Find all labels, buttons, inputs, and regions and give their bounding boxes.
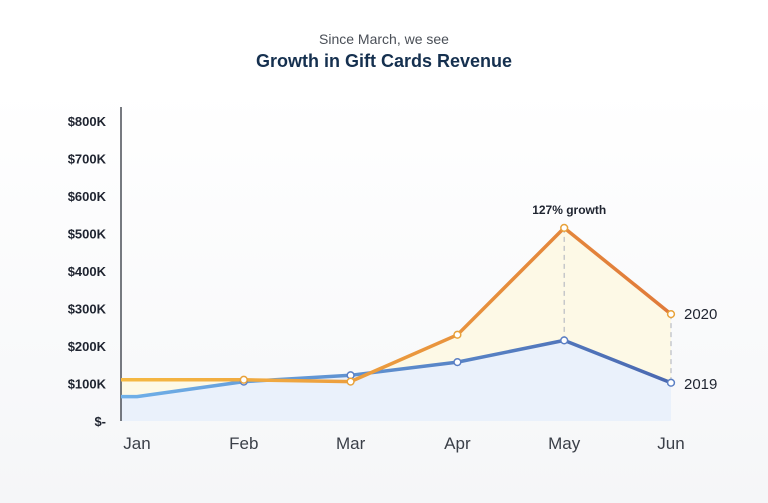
series-label-2020: 2020 (684, 306, 717, 323)
area-2019 (121, 340, 671, 421)
chart-title: Growth in Gift Cards Revenue (255, 51, 513, 71)
y-tick-label: $300K (68, 302, 107, 317)
y-tick-label: $- (94, 414, 106, 429)
series-label-2019: 2019 (684, 376, 717, 393)
x-tick-label: Apr (444, 434, 471, 453)
x-tick-label: Jun (657, 434, 684, 453)
point-2020 (666, 309, 676, 319)
x-tick-label: Feb (229, 434, 258, 453)
x-tick-label: May (548, 434, 581, 453)
x-tick-label: Jan (123, 434, 150, 453)
point-2019 (560, 336, 569, 345)
chart-subtitle: Since March, we see (319, 31, 449, 47)
point-2020 (239, 375, 248, 384)
point-2020 (453, 330, 462, 339)
y-tick-label: $700K (68, 152, 107, 167)
y-tick-label: $100K (68, 377, 107, 392)
y-tick-label: $200K (68, 339, 107, 354)
x-tick-label: Mar (336, 434, 366, 453)
point-2019 (666, 378, 676, 387)
growth-annotation: 127% growth (532, 203, 606, 217)
point-2020 (560, 223, 569, 233)
y-tick-label: $400K (68, 264, 107, 279)
y-tick-label: $800K (68, 114, 107, 129)
y-tick-label: $500K (68, 227, 107, 242)
point-2020 (346, 377, 355, 386)
y-tick-label: $600K (68, 189, 107, 204)
point-2019 (453, 357, 462, 367)
